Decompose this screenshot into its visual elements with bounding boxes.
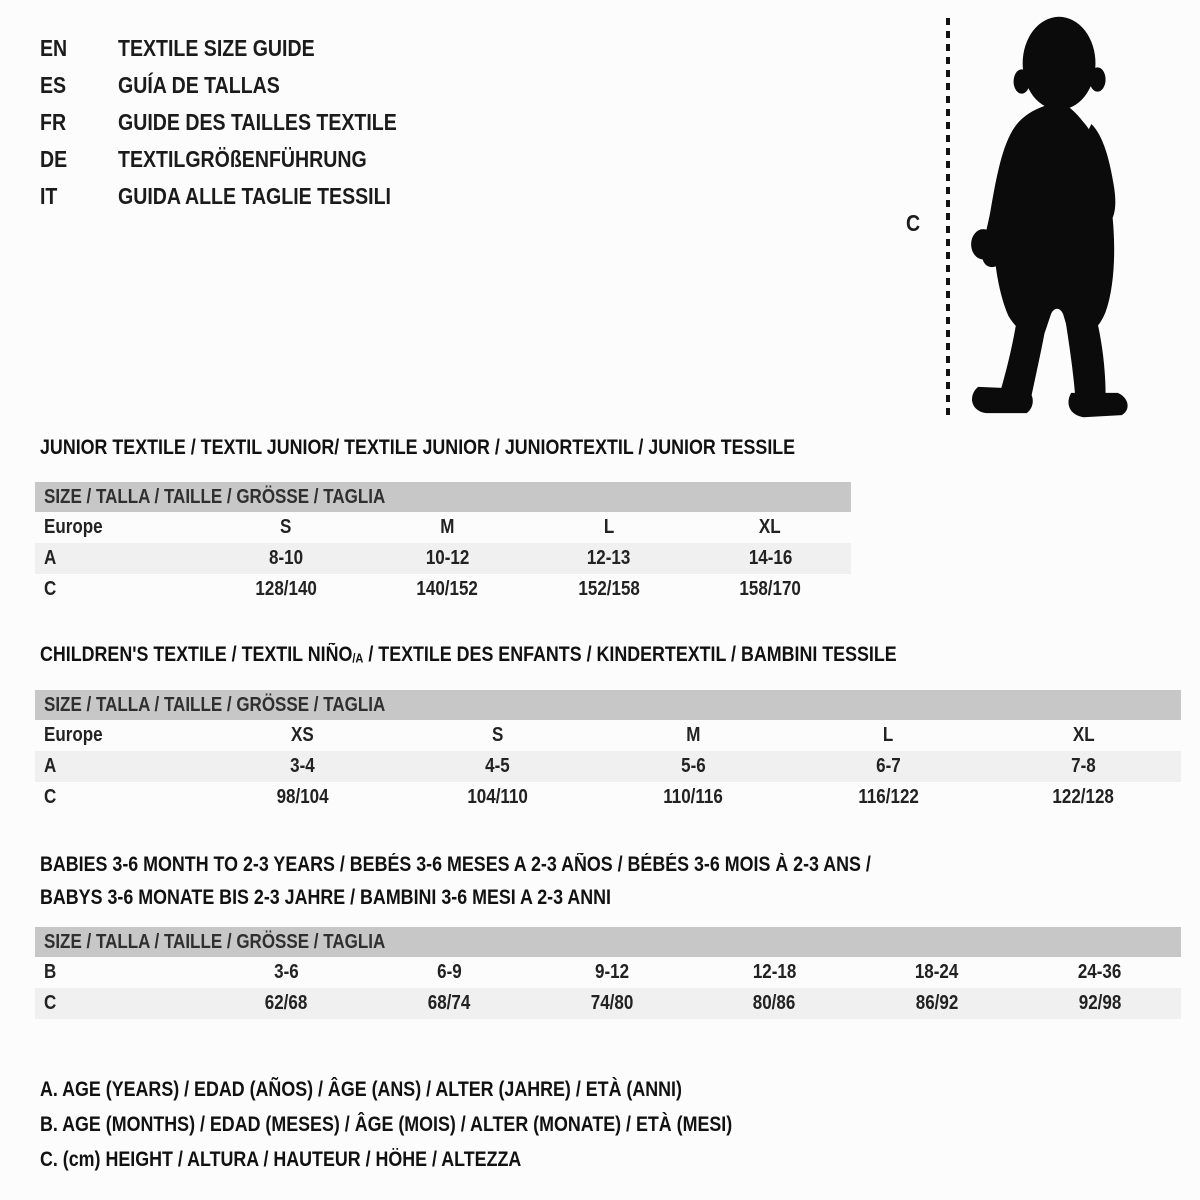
table-cell: L: [882, 724, 894, 746]
lang-row-en: EN TEXTILE SIZE GUIDE: [40, 30, 446, 67]
table-cell: S: [280, 516, 292, 538]
table-cell: 12-18: [752, 961, 797, 983]
legend-line-c: C. (cm) HEIGHT / ALTURA / HAUTEUR / HÖHE…: [40, 1148, 522, 1171]
lang-code: DE: [40, 146, 68, 172]
table-cell: 14-16: [748, 547, 792, 569]
table-row: C 62/68 68/74 74/80 80/86 86/92 92/98: [35, 988, 1181, 1019]
row-label: B: [44, 961, 57, 983]
table-cell: 110/116: [663, 786, 723, 808]
babies-size-table-header: SIZE / TALLA / TAILLE / GRÖSSE / TAGLIA: [35, 927, 1181, 957]
table-cell: S: [492, 724, 504, 746]
table-cell: 80/86: [753, 992, 796, 1014]
table-cell: 140/152: [416, 578, 478, 600]
table-cell: 3-4: [290, 755, 315, 777]
legend-line-b: B. AGE (MONTHS) / EDAD (MESES) / ÂGE (MO…: [40, 1113, 733, 1136]
junior-size-table-header: SIZE / TALLA / TAILLE / GRÖSSE / TAGLIA: [35, 482, 851, 512]
babies-size-table: SIZE / TALLA / TAILLE / GRÖSSE / TAGLIA …: [35, 927, 1181, 1019]
children-size-table-header: SIZE / TALLA / TAILLE / GRÖSSE / TAGLIA: [35, 690, 1181, 720]
nino-a-subscript: /A: [352, 650, 364, 666]
table-cell: M: [685, 724, 701, 746]
lang-row-de: DE TEXTILGRÖßENFÜHRUNG: [40, 141, 446, 178]
table-cell: L: [603, 516, 614, 538]
table-cell: 10-12: [425, 547, 469, 569]
table-cell: 104/110: [467, 786, 529, 808]
table-cell: 128/140: [255, 578, 317, 600]
lang-code: FR: [40, 109, 67, 135]
table-cell: 3-6: [274, 961, 299, 983]
table-cell: 6-9: [436, 961, 462, 983]
table-cell: 6-7: [875, 755, 901, 777]
table-cell: 74/80: [590, 992, 633, 1014]
row-label: A: [44, 547, 57, 569]
table-cell: 62/68: [265, 992, 308, 1014]
table-cell: 4-5: [485, 755, 511, 777]
height-measure-dashed-line: [946, 18, 950, 416]
table-cell: 92/98: [1078, 992, 1121, 1014]
lang-code: ES: [40, 72, 67, 98]
table-cell: 68/74: [427, 992, 471, 1014]
height-measure-label: C: [906, 210, 921, 236]
table-row: Europe S M L XL: [35, 512, 851, 543]
lang-title: TEXTILE SIZE GUIDE: [118, 35, 315, 61]
table-cell: XL: [759, 516, 782, 538]
table-cell: 24-36: [1077, 961, 1122, 983]
lang-code: IT: [40, 183, 58, 209]
table-cell: XL: [1072, 724, 1095, 746]
row-label: Europe: [44, 516, 103, 538]
table-cell: 12-13: [587, 547, 631, 569]
children-section-title: CHILDREN'S TEXTILE / TEXTIL NIÑO/A / TEX…: [40, 643, 897, 666]
table-cell: 152/158: [578, 578, 640, 600]
table-cell: 158/170: [739, 578, 801, 600]
table-cell: 18-24: [915, 961, 959, 983]
table-row: A 8-10 10-12 12-13 14-16: [35, 543, 851, 574]
table-cell: M: [440, 516, 455, 538]
measurement-legend: A. AGE (YEARS) / EDAD (AÑOS) / ÂGE (ANS)…: [40, 1072, 854, 1177]
table-cell: 9-12: [594, 961, 629, 983]
table-row: C 128/140 140/152 152/158 158/170: [35, 574, 851, 605]
lang-title: GUÍA DE TALLAS: [118, 72, 280, 98]
table-row: A 3-4 4-5 5-6 6-7 7-8: [35, 751, 1181, 782]
legend-line-a: A. AGE (YEARS) / EDAD (AÑOS) / ÂGE (ANS)…: [40, 1078, 682, 1101]
junior-size-table: SIZE / TALLA / TAILLE / GRÖSSE / TAGLIA …: [35, 482, 851, 605]
language-header: EN TEXTILE SIZE GUIDE ES GUÍA DE TALLAS …: [40, 30, 446, 215]
baby-silhouette-icon: [971, 16, 1128, 418]
table-cell: 122/128: [1052, 786, 1115, 808]
table-cell: 8-10: [268, 547, 303, 569]
table-cell: 116/122: [857, 786, 919, 808]
table-cell: 86/92: [915, 992, 959, 1014]
lang-row-fr: FR GUIDE DES TAILLES TEXTILE: [40, 104, 446, 141]
table-cell: 7-8: [1071, 755, 1096, 777]
table-row: B 3-6 6-9 9-12 12-18 18-24 24-36: [35, 957, 1181, 988]
row-label: C: [44, 578, 57, 600]
lang-row-es: ES GUÍA DE TALLAS: [40, 67, 446, 104]
table-cell: 98/104: [276, 786, 329, 808]
table-cell: 5-6: [680, 755, 706, 777]
row-label: C: [44, 992, 57, 1014]
junior-section-title: JUNIOR TEXTILE / TEXTIL JUNIOR/ TEXTILE …: [40, 436, 796, 459]
row-label: Europe: [44, 724, 103, 746]
lang-code: EN: [40, 35, 68, 61]
table-row: C 98/104 104/110 110/116 116/122 122/128: [35, 782, 1181, 813]
table-cell: XS: [291, 724, 314, 746]
row-label: C: [44, 786, 57, 808]
lang-title: GUIDA ALLE TAGLIE TESSILI: [118, 183, 391, 209]
lang-row-it: IT GUIDA ALLE TAGLIE TESSILI: [40, 178, 446, 215]
lang-title: GUIDE DES TAILLES TEXTILE: [118, 109, 397, 135]
babies-section-title: BABIES 3-6 MONTH TO 2-3 YEARS / BEBÉS 3-…: [40, 853, 871, 909]
table-row: Europe XS S M L XL: [35, 720, 1181, 751]
row-label: A: [44, 755, 57, 777]
children-size-table: SIZE / TALLA / TAILLE / GRÖSSE / TAGLIA …: [35, 690, 1181, 813]
lang-title: TEXTILGRÖßENFÜHRUNG: [118, 146, 367, 172]
